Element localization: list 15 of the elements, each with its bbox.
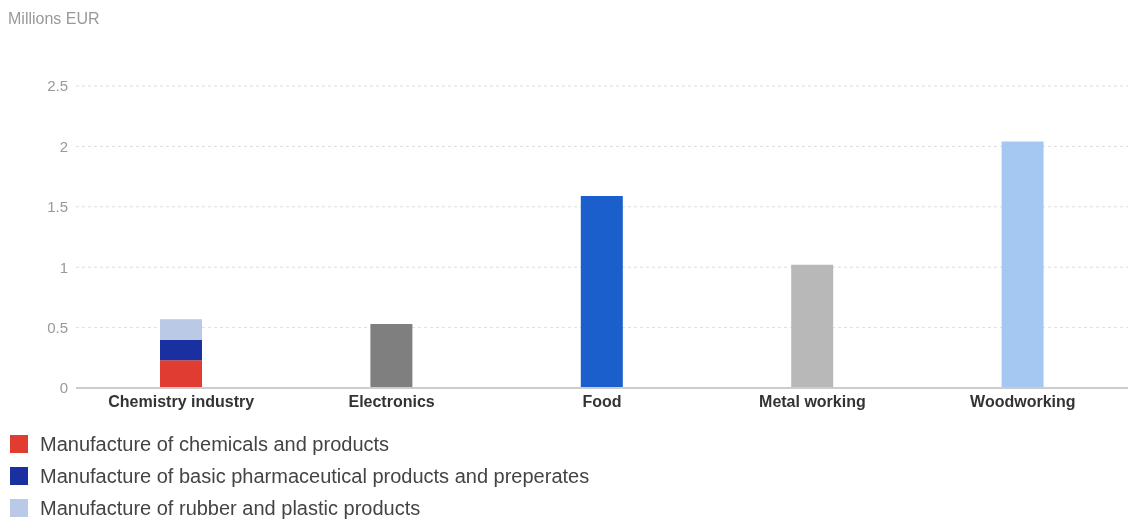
y-tick-label: 2 bbox=[59, 137, 68, 155]
x-tick-label: Woodworking bbox=[970, 393, 1076, 411]
y-tick-label: 0.5 bbox=[47, 318, 68, 336]
y-tick-label: 2.5 bbox=[47, 77, 68, 95]
y-tick-label: 1 bbox=[59, 258, 68, 276]
y-axis-title: Millions EUR bbox=[8, 10, 100, 28]
x-tick-label: Electronics bbox=[348, 393, 435, 411]
legend-label: Manufacture of basic pharmaceutical products and preperates bbox=[40, 464, 590, 488]
legend-label: Manufacture of chemicals and products bbox=[40, 432, 390, 456]
x-tick-label: Chemistry industry bbox=[108, 393, 255, 411]
y-tick-label: 0 bbox=[59, 379, 68, 397]
x-tick-label: Food bbox=[582, 393, 622, 411]
x-tick-label: Metal working bbox=[759, 393, 866, 411]
legend-label: Manufacture of rubber and plastic products bbox=[40, 496, 421, 520]
y-tick-label: 1.5 bbox=[47, 198, 68, 216]
